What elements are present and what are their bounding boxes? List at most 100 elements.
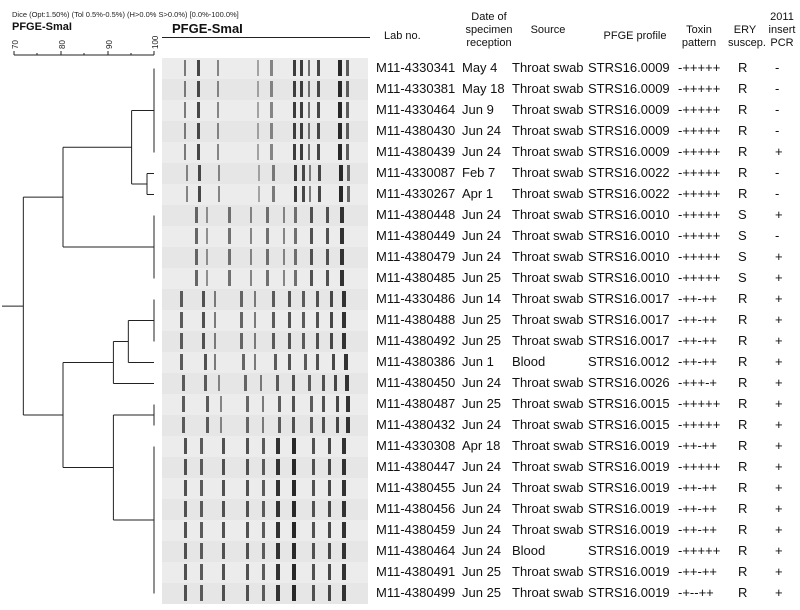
gel-band — [214, 354, 216, 370]
gel-band — [254, 354, 256, 370]
scale-label-80: 80 — [58, 40, 67, 49]
source-cell: Throat swab — [512, 480, 584, 495]
toxin-pattern-cell: -++-++ — [678, 501, 718, 516]
gel-band — [342, 564, 346, 580]
ery-suscep-cell: S — [738, 270, 747, 285]
gel-band — [184, 522, 187, 538]
ery-suscep-cell: R — [738, 585, 748, 600]
gel-band — [197, 81, 200, 97]
gel-band — [262, 480, 265, 496]
gel-band — [200, 522, 203, 538]
gel-band — [217, 81, 219, 97]
gel-band — [339, 165, 343, 181]
gel-band — [200, 585, 203, 601]
lab-no-cell: M11-4330341 — [376, 60, 456, 75]
gel-band — [340, 270, 344, 286]
gel-band — [302, 333, 305, 349]
gel-band — [240, 333, 243, 349]
gel-band — [342, 543, 346, 559]
similarity-scale: 70 80 90 100 — [11, 35, 160, 56]
date-cell: Apr 1 — [462, 186, 494, 201]
gel-band — [206, 396, 209, 412]
ery-suscep-cell: R — [738, 165, 748, 180]
gel-band — [246, 459, 249, 475]
gel-band — [246, 480, 249, 496]
col-header-lab-no: Lab no. — [384, 30, 421, 42]
gel-band — [276, 522, 280, 538]
insert-pcr-cell: + — [775, 312, 783, 327]
gel-band — [293, 144, 296, 160]
ery-suscep-cell: R — [738, 543, 748, 558]
gel-band — [326, 207, 329, 223]
gel-band — [340, 228, 344, 244]
gel-band — [274, 354, 277, 370]
lab-no-cell: M11-4330464 — [376, 102, 456, 117]
ery-suscep-cell: R — [738, 333, 748, 348]
gel-band — [292, 543, 296, 559]
gel-band — [316, 354, 319, 370]
ery-suscep-cell: S — [738, 249, 747, 264]
gel-band — [246, 564, 249, 580]
date-cell: Jun 9 — [462, 102, 494, 117]
gel-band — [317, 81, 320, 97]
gel-band — [260, 375, 262, 391]
gel-band — [312, 543, 315, 559]
gel-band — [186, 165, 188, 181]
gel-lane — [162, 184, 368, 206]
dice-parameters: Dice (Opt:1.50%) (Tol 0.5%-0.5%) (H>0.0%… — [12, 10, 239, 19]
lab-no-cell: M11-4380479 — [376, 249, 456, 264]
gel-band — [293, 81, 296, 97]
gel-band — [276, 585, 280, 601]
gel-band — [262, 438, 265, 454]
gel-band — [246, 522, 249, 538]
gel-band — [228, 228, 231, 244]
source-cell: Throat swab — [512, 564, 584, 579]
pfge-profile-cell: STRS16.0009 — [588, 144, 670, 159]
lab-no-cell: M11-4380448 — [376, 207, 456, 222]
lab-no-cell: M11-4380449 — [376, 228, 456, 243]
ery-suscep-cell: S — [738, 228, 747, 243]
ery-suscep-cell: R — [738, 564, 748, 579]
insert-pcr-cell: + — [775, 354, 783, 369]
toxin-pattern-cell: -+++++ — [678, 144, 721, 159]
gel-band — [240, 312, 243, 328]
gel-band — [246, 417, 249, 433]
gel-band — [278, 417, 281, 433]
toxin-pattern-cell: -++-++ — [678, 354, 718, 369]
insert-pcr-cell: - — [775, 228, 780, 243]
gel-band — [346, 123, 349, 139]
gel-band — [184, 438, 187, 454]
gel-band — [242, 354, 245, 370]
source-cell: Throat swab — [512, 249, 584, 264]
gel-band — [180, 291, 183, 307]
source-cell: Throat swab — [512, 123, 584, 138]
gel-band — [342, 459, 346, 475]
source-cell: Throat swab — [512, 459, 584, 474]
gel-band — [346, 102, 349, 118]
pfge-profile-cell: STRS16.0019 — [588, 501, 670, 516]
gel-band — [294, 186, 297, 202]
gel-band — [346, 60, 349, 76]
insert-pcr-cell: + — [775, 438, 783, 453]
gel-band — [300, 102, 303, 118]
gel-band — [340, 207, 344, 223]
gel-band — [262, 522, 265, 538]
gel-band — [272, 333, 275, 349]
ery-suscep-cell: S — [738, 207, 747, 222]
gel-band — [300, 123, 303, 139]
pfge-profile-cell: STRS16.0019 — [588, 585, 670, 600]
gel-band — [200, 459, 203, 475]
source-cell: Blood — [512, 354, 546, 369]
pfge-profile-cell: STRS16.0010 — [588, 249, 670, 264]
gel-band — [206, 228, 208, 244]
toxin-pattern-cell: -+++++ — [678, 249, 721, 264]
pfge-profile-cell: STRS16.0010 — [588, 228, 670, 243]
ery-suscep-cell: R — [738, 60, 748, 75]
gel-band — [317, 144, 320, 160]
gel-band — [184, 459, 187, 475]
gel-band — [218, 375, 220, 391]
date-cell: Jun 25 — [462, 333, 502, 348]
gel-band — [180, 333, 183, 349]
source-cell: Throat swab — [512, 207, 584, 222]
gel-band — [312, 522, 315, 538]
